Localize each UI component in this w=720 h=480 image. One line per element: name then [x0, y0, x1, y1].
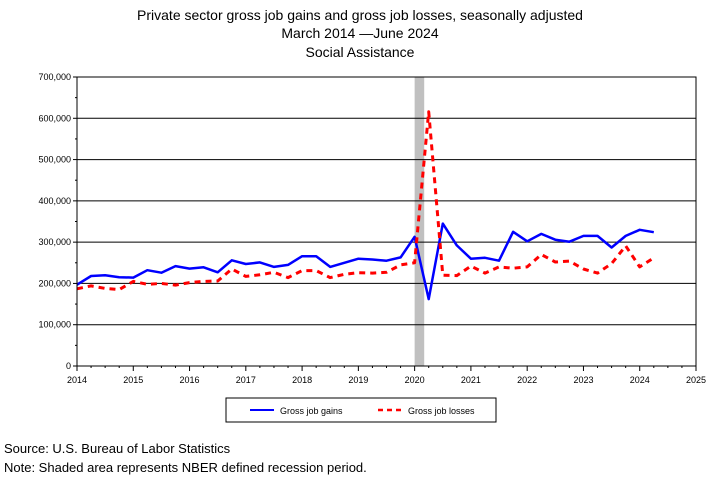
- x-tick-label: 2018: [292, 375, 312, 385]
- legend-box: [225, 397, 497, 423]
- y-tick-label: 200,000: [38, 278, 71, 288]
- title-line-1: Private sector gross job gains and gross…: [137, 7, 583, 23]
- x-tick-label: 2025: [686, 375, 706, 385]
- title-line-2: March 2014 —June 2024: [281, 25, 438, 41]
- y-tick-label: 400,000: [38, 196, 71, 206]
- title-line-3: Social Assistance: [306, 44, 415, 60]
- legend-label-losses: Gross job losses: [408, 406, 475, 416]
- y-tick-label: 100,000: [38, 320, 71, 330]
- recession-note: Note: Shaded area represents NBER define…: [4, 460, 367, 475]
- x-tick-label: 2015: [123, 375, 143, 385]
- recession-band: [414, 77, 425, 366]
- series-line-gains: [76, 222, 655, 301]
- x-tick-label: 2024: [630, 375, 650, 385]
- y-tick-label: 0: [66, 361, 71, 371]
- plot-area: 0 100,000 200,000 300,000 400,000 500,000 600,…: [38, 72, 706, 385]
- y-tick-label: 700,000: [38, 72, 71, 82]
- x-tick-label: 2023: [573, 375, 593, 385]
- x-tick-label: 2019: [348, 375, 368, 385]
- x-tick-label: 2016: [180, 375, 200, 385]
- series-line-losses: [76, 110, 655, 292]
- legend: Gross job gains Gross job losses: [225, 397, 497, 423]
- y-tick-label: 300,000: [38, 237, 71, 247]
- x-tick-label: 2022: [517, 375, 537, 385]
- y-tick-label: 500,000: [38, 155, 71, 165]
- chart-title: Private sector gross job gains and gross…: [137, 7, 583, 60]
- y-tick-label: 600,000: [38, 113, 71, 123]
- x-tick-label: 2020: [405, 375, 425, 385]
- legend-label-gains: Gross job gains: [280, 406, 343, 416]
- source-note: Source: U.S. Bureau of Labor Statistics: [4, 441, 231, 456]
- plot-frame: [76, 76, 697, 367]
- x-tick-label: 2014: [67, 375, 87, 385]
- x-tick-label: 2017: [236, 375, 256, 385]
- x-tick-label: 2021: [461, 375, 481, 385]
